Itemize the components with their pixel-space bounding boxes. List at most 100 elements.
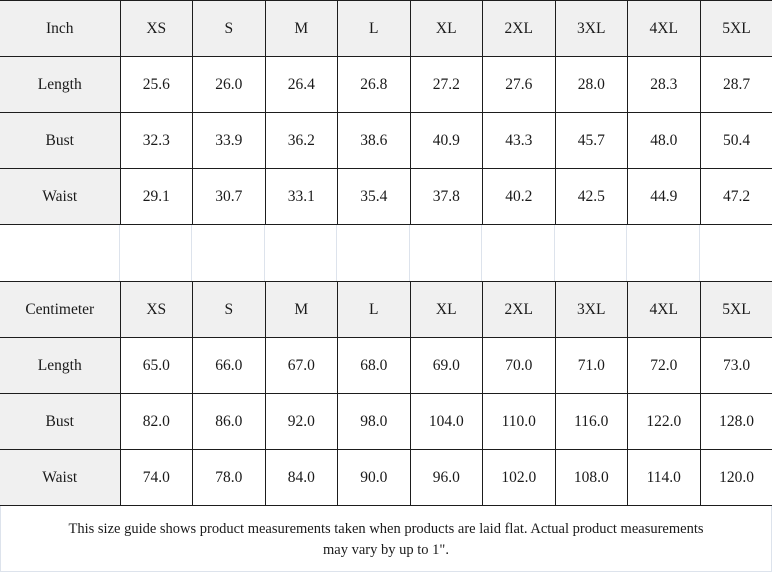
centimeter-column-header-xl: XL — [409, 281, 483, 338]
separator-cell-unit — [0, 225, 120, 281]
inch-waist-4xl: 44.9 — [627, 168, 701, 225]
inch-row-label-length: Length — [0, 56, 121, 113]
inch-length-2xl: 27.6 — [482, 56, 556, 113]
inch-length-4xl: 28.3 — [627, 56, 701, 113]
inch-waist-5xl: 47.2 — [699, 168, 772, 225]
inch-column-header-m: M — [264, 0, 338, 57]
centimeter-row-label-length: Length — [0, 337, 121, 394]
inch-bust-3xl: 45.7 — [554, 112, 628, 169]
centimeter-length-2xl: 70.0 — [482, 337, 556, 394]
centimeter-row-waist: Waist 74.0 78.0 84.0 90.0 96.0 102.0 108… — [0, 449, 772, 506]
size-guide-footer-note: This size guide shows product measuremen… — [0, 506, 772, 572]
inch-waist-m: 33.1 — [264, 168, 338, 225]
inch-bust-xs: 32.3 — [119, 112, 193, 169]
inch-column-header-3xl: 3XL — [554, 0, 628, 57]
inch-bust-5xl: 50.4 — [699, 112, 772, 169]
centimeter-length-3xl: 71.0 — [554, 337, 628, 394]
inch-row-length: Length 25.6 26.0 26.4 26.8 27.2 27.6 28.… — [0, 56, 772, 113]
centimeter-bust-5xl: 128.0 — [699, 393, 772, 450]
inch-bust-s: 33.9 — [192, 112, 266, 169]
separator-cell-4 — [337, 225, 410, 281]
centimeter-waist-2xl: 102.0 — [482, 449, 556, 506]
inch-length-l: 26.8 — [337, 56, 411, 113]
centimeter-column-header-s: S — [192, 281, 266, 338]
inch-waist-3xl: 42.5 — [554, 168, 628, 225]
centimeter-column-header-xs: XS — [119, 281, 193, 338]
centimeter-bust-l: 98.0 — [337, 393, 411, 450]
centimeter-length-m: 67.0 — [264, 337, 338, 394]
inch-row-label-waist: Waist — [0, 168, 121, 225]
separator-cell-2 — [192, 225, 265, 281]
separator-cell-1 — [119, 225, 193, 281]
footer-note-line-1: This size guide shows product measuremen… — [68, 521, 704, 537]
centimeter-row-bust: Bust 82.0 86.0 92.0 98.0 104.0 110.0 116… — [0, 393, 772, 450]
centimeter-bust-xl: 104.0 — [409, 393, 483, 450]
centimeter-bust-3xl: 116.0 — [554, 393, 628, 450]
centimeter-row-label-bust: Bust — [0, 393, 121, 450]
table-separator-band — [0, 225, 772, 281]
separator-cell-5 — [409, 225, 483, 281]
inch-column-header-4xl: 4XL — [627, 0, 701, 57]
centimeter-waist-xl: 96.0 — [409, 449, 483, 506]
separator-cell-8 — [627, 225, 700, 281]
centimeter-bust-s: 86.0 — [192, 393, 266, 450]
inch-column-header-l: L — [337, 0, 411, 57]
inch-length-m: 26.4 — [264, 56, 338, 113]
centimeter-waist-m: 84.0 — [264, 449, 338, 506]
inch-waist-xl: 37.8 — [409, 168, 483, 225]
centimeter-bust-2xl: 110.0 — [482, 393, 556, 450]
centimeter-row-length: Length 65.0 66.0 67.0 68.0 69.0 70.0 71.… — [0, 337, 772, 394]
inch-unit-label: Inch — [0, 0, 121, 57]
inch-column-header-xl: XL — [409, 0, 483, 57]
centimeter-waist-xs: 74.0 — [119, 449, 193, 506]
centimeter-bust-xs: 82.0 — [119, 393, 193, 450]
centimeter-column-header-4xl: 4XL — [627, 281, 701, 338]
inch-bust-xl: 40.9 — [409, 112, 483, 169]
centimeter-length-4xl: 72.0 — [627, 337, 701, 394]
centimeter-waist-5xl: 120.0 — [699, 449, 772, 506]
inch-length-3xl: 28.0 — [554, 56, 628, 113]
inch-bust-4xl: 48.0 — [627, 112, 701, 169]
centimeter-header-row: Centimeter XS S M L XL 2XL 3XL 4XL 5XL — [0, 281, 772, 338]
centimeter-length-xs: 65.0 — [119, 337, 193, 394]
inch-row-bust: Bust 32.3 33.9 36.2 38.6 40.9 43.3 45.7 … — [0, 112, 772, 169]
footer-note-line-2: may vary by up to 1". — [323, 542, 449, 559]
separator-cell-9 — [699, 225, 772, 281]
centimeter-unit-label: Centimeter — [0, 281, 121, 338]
centimeter-column-header-5xl: 5XL — [699, 281, 772, 338]
inch-header-row: Inch XS S M L XL 2XL 3XL 4XL 5XL — [0, 0, 772, 57]
inch-length-5xl: 28.7 — [699, 56, 772, 113]
inch-waist-xs: 29.1 — [119, 168, 193, 225]
centimeter-column-header-2xl: 2XL — [482, 281, 556, 338]
centimeter-column-header-3xl: 3XL — [554, 281, 628, 338]
inch-column-header-s: S — [192, 0, 266, 57]
centimeter-waist-s: 78.0 — [192, 449, 266, 506]
centimeter-waist-3xl: 108.0 — [554, 449, 628, 506]
centimeter-bust-4xl: 122.0 — [627, 393, 701, 450]
centimeter-waist-l: 90.0 — [337, 449, 411, 506]
inch-column-header-xs: XS — [119, 0, 193, 57]
inch-column-header-5xl: 5XL — [699, 0, 772, 57]
separator-cell-3 — [264, 225, 338, 281]
inch-row-waist: Waist 29.1 30.7 33.1 35.4 37.8 40.2 42.5… — [0, 168, 772, 225]
inch-waist-s: 30.7 — [192, 168, 266, 225]
centimeter-column-header-m: M — [264, 281, 338, 338]
inch-bust-l: 38.6 — [337, 112, 411, 169]
inch-bust-2xl: 43.3 — [482, 112, 556, 169]
centimeter-column-header-l: L — [337, 281, 411, 338]
centimeter-length-xl: 69.0 — [409, 337, 483, 394]
centimeter-row-label-waist: Waist — [0, 449, 121, 506]
inch-waist-l: 35.4 — [337, 168, 411, 225]
centimeter-bust-m: 92.0 — [264, 393, 338, 450]
centimeter-length-5xl: 73.0 — [699, 337, 772, 394]
centimeter-waist-4xl: 114.0 — [627, 449, 701, 506]
centimeter-length-l: 68.0 — [337, 337, 411, 394]
separator-cell-6 — [482, 225, 555, 281]
inch-column-header-2xl: 2XL — [482, 0, 556, 57]
inch-length-xs: 25.6 — [119, 56, 193, 113]
inch-length-xl: 27.2 — [409, 56, 483, 113]
inch-row-label-bust: Bust — [0, 112, 121, 169]
separator-cell-7 — [554, 225, 628, 281]
inch-waist-2xl: 40.2 — [482, 168, 556, 225]
